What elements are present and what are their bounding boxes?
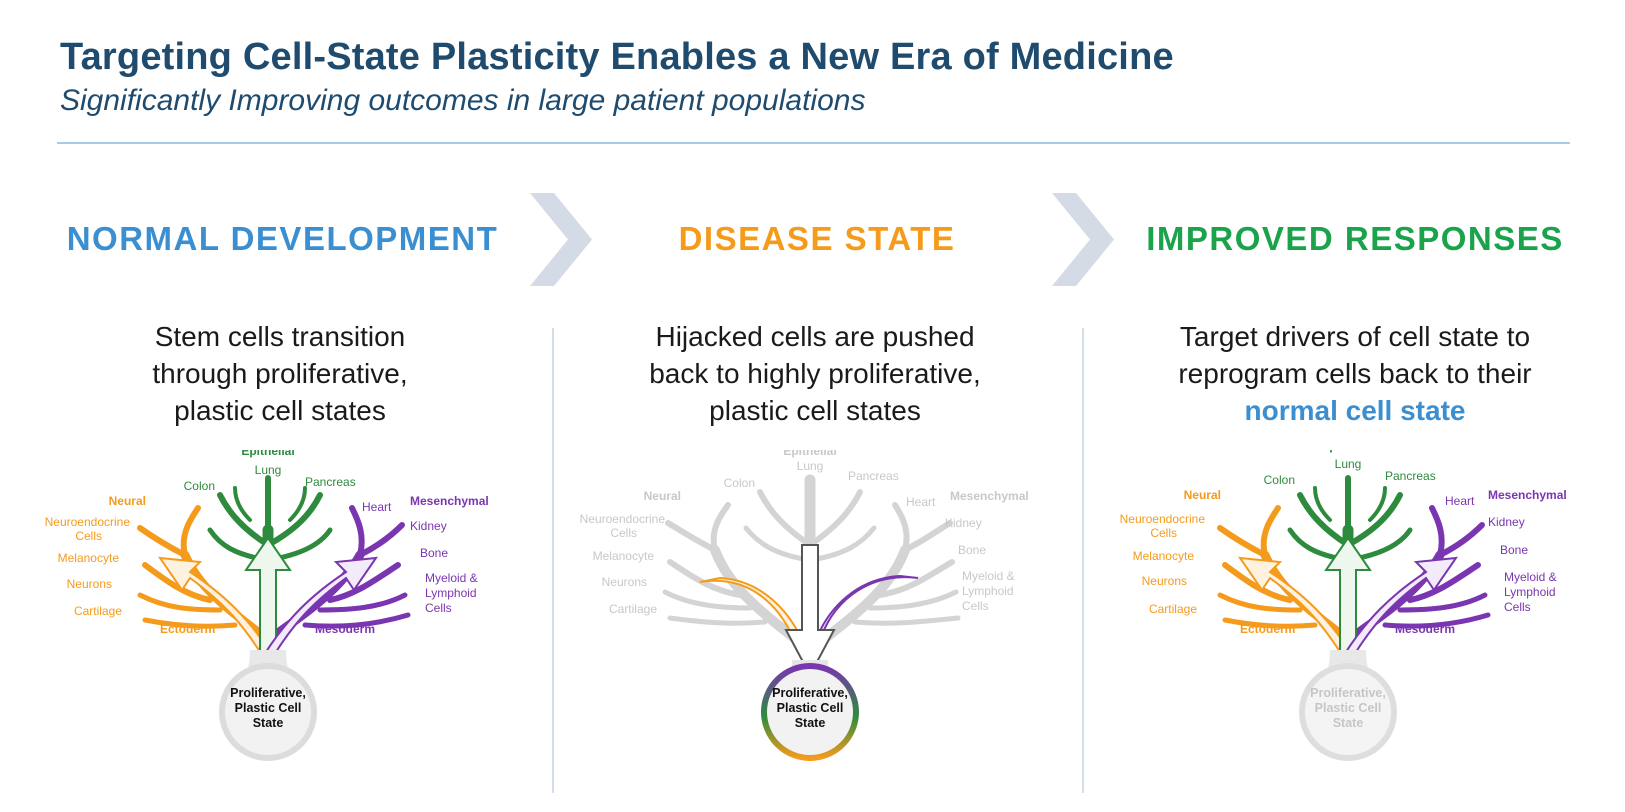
- description-normal-development: Stem cells transition through proliferat…: [120, 318, 440, 429]
- cell-tree-normal: Proliferative, Plastic Cell State Epithe…: [45, 450, 489, 761]
- core-label: State: [253, 716, 284, 730]
- description-line: through proliferative,: [152, 358, 408, 389]
- label-colon: Colon: [1264, 473, 1295, 487]
- label-melanocyte: Melanocyte: [593, 549, 655, 563]
- page-subtitle: Significantly Improving outcomes in larg…: [60, 84, 866, 117]
- development-arrows: [1237, 536, 1459, 656]
- label-myeloid: Myeloid &: [1504, 570, 1557, 584]
- label-mesenchymal: Mesenchymal: [410, 494, 489, 508]
- core-label: Plastic Cell: [1315, 701, 1382, 715]
- label-bone: Bone: [958, 543, 986, 557]
- label-melanocyte: Melanocyte: [58, 551, 120, 565]
- label-myeloid: Cells: [425, 601, 452, 615]
- label-kidney: Kidney: [1488, 515, 1525, 529]
- label-cartilage: Cartilage: [609, 602, 657, 616]
- label-mesenchymal: Mesenchymal: [1488, 488, 1567, 502]
- heading-improved-responses: IMPROVED RESPONSES: [1146, 220, 1564, 257]
- label-myeloid: Lymphoid: [1504, 585, 1556, 599]
- description-highlight: normal cell state: [1244, 395, 1466, 426]
- label-myeloid: Cells: [962, 599, 989, 613]
- core-label: Plastic Cell: [777, 701, 844, 715]
- label-epithelial: Epithelial: [1321, 450, 1374, 453]
- label-ectoderm: Ectoderm: [160, 622, 215, 636]
- heading-normal-development: NORMAL DEVELOPMENT: [66, 220, 499, 257]
- label-pancreas: Pancreas: [305, 475, 356, 489]
- label-heart: Heart: [906, 495, 936, 509]
- chevron-right-icon: [530, 193, 592, 286]
- cell-tree-disease: Proliferative, Plastic Cell State Epithe…: [580, 450, 1029, 761]
- label-neuroendocrine: Neuroendocrine: [45, 515, 131, 529]
- label-bone: Bone: [420, 546, 448, 560]
- label-heart: Heart: [1445, 494, 1475, 508]
- label-myeloid: Lymphoid: [425, 586, 477, 600]
- tree-labels: Epithelial Lung Colon Pancreas Neural Ne…: [1120, 450, 1567, 636]
- tree-labels: Epithelial Lung Colon Pancreas Neural Ne…: [45, 450, 489, 636]
- label-kidney: Kidney: [945, 516, 982, 530]
- label-colon: Colon: [184, 479, 215, 493]
- label-epithelial: Epithelial: [241, 450, 294, 458]
- label-neural: Neural: [644, 489, 681, 503]
- description-line: back to highly proliferative,: [649, 358, 981, 389]
- label-neuroendocrine: Neuroendocrine: [1120, 512, 1206, 526]
- core-label: Proliferative,: [230, 686, 306, 700]
- label-neuroendocrine: Cells: [75, 529, 102, 543]
- label-lung: Lung: [255, 463, 282, 477]
- core-label: State: [795, 716, 826, 730]
- label-neurons: Neurons: [1142, 574, 1187, 588]
- reverse-arrows: [699, 544, 919, 678]
- header-divider: [57, 142, 1570, 144]
- label-myeloid: Lymphoid: [962, 584, 1014, 598]
- core-label: State: [1333, 716, 1364, 730]
- core-label: Proliferative,: [772, 686, 848, 700]
- chevron-right-icon: [1052, 193, 1114, 286]
- label-heart: Heart: [362, 500, 392, 514]
- label-lung: Lung: [1335, 457, 1362, 471]
- description-line: Target drivers of cell state to: [1179, 321, 1531, 352]
- core-cell: Proliferative, Plastic Cell State: [1299, 650, 1397, 761]
- description-line: plastic cell states: [709, 395, 921, 426]
- label-pancreas: Pancreas: [1385, 469, 1436, 483]
- label-mesenchymal: Mesenchymal: [950, 489, 1029, 503]
- label-mesoderm: Mesoderm: [1395, 622, 1455, 636]
- core-label: Plastic Cell: [235, 701, 302, 715]
- core-label: Proliferative,: [1310, 686, 1386, 700]
- description-line: Hijacked cells are pushed: [655, 321, 975, 352]
- description-improved-responses: Target drivers of cell state to reprogra…: [1140, 318, 1570, 429]
- label-cartilage: Cartilage: [74, 604, 122, 618]
- label-myeloid: Myeloid &: [962, 569, 1015, 583]
- label-neuroendocrine: Cells: [610, 526, 637, 540]
- label-cartilage: Cartilage: [1149, 602, 1197, 616]
- label-bone: Bone: [1500, 543, 1528, 557]
- label-kidney: Kidney: [410, 519, 447, 533]
- core-cell: Proliferative, Plastic Cell State: [219, 650, 317, 761]
- label-pancreas: Pancreas: [848, 469, 899, 483]
- label-mesoderm: Mesoderm: [315, 622, 375, 636]
- label-neural: Neural: [109, 494, 146, 508]
- label-lung: Lung: [797, 459, 824, 473]
- description-line: Stem cells transition: [154, 321, 406, 352]
- label-colon: Colon: [724, 476, 755, 490]
- label-ectoderm: Ectoderm: [1240, 622, 1295, 636]
- heading-disease-state: DISEASE STATE: [678, 220, 956, 257]
- label-neural: Neural: [1184, 488, 1221, 502]
- label-epithelial: Epithelial: [783, 450, 836, 458]
- page-title: Targeting Cell-State Plasticity Enables …: [60, 36, 1174, 78]
- development-arrows: [157, 536, 379, 656]
- description-disease-state: Hijacked cells are pushed back to highly…: [625, 318, 1005, 429]
- core-cell: Proliferative, Plastic Cell State: [761, 660, 859, 761]
- description-line: plastic cell states: [174, 395, 386, 426]
- label-neurons: Neurons: [602, 575, 647, 589]
- label-neuroendocrine: Cells: [1150, 526, 1177, 540]
- label-neurons: Neurons: [67, 577, 112, 591]
- tree-labels: Epithelial Lung Colon Pancreas Neural Ne…: [580, 450, 1029, 616]
- cell-tree-improved: Proliferative, Plastic Cell State Epithe…: [1120, 450, 1567, 761]
- column-divider: [552, 328, 554, 793]
- label-neuroendocrine: Neuroendocrine: [580, 512, 666, 526]
- column-divider: [1082, 328, 1084, 793]
- description-line: reprogram cells back to their: [1178, 358, 1532, 389]
- label-melanocyte: Melanocyte: [1133, 549, 1195, 563]
- label-myeloid: Cells: [1504, 600, 1531, 614]
- label-myeloid: Myeloid &: [425, 571, 478, 585]
